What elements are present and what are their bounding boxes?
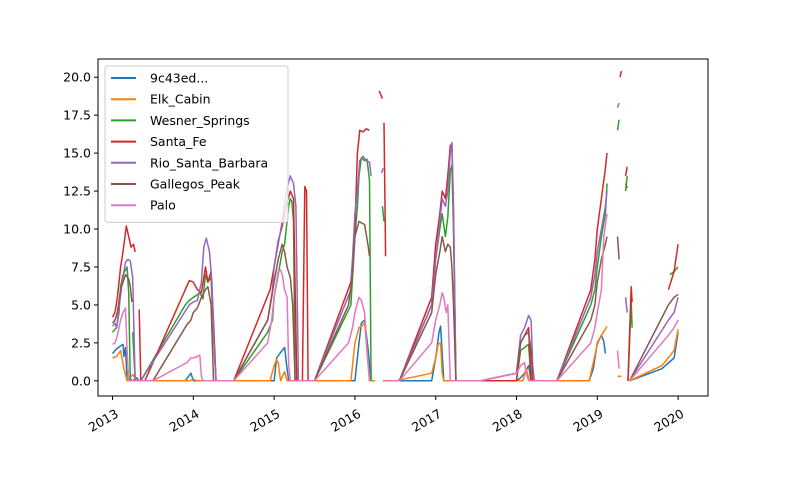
legend-item: Rio_Santa_Barbara	[111, 155, 268, 170]
plot-frame	[97, 58, 709, 397]
x-tick: 2014	[167, 396, 202, 435]
series-line-3-segment-6	[624, 166, 628, 177]
legend-item: Palo	[111, 198, 176, 213]
legend: 9c43ed... Elk_Cabin Wesner_Springs Santa_Fe…	[104, 65, 289, 223]
series-line-3-segment-3	[383, 122, 387, 257]
x-tick: 2016	[328, 396, 363, 435]
y-tick-label: 17.5	[63, 108, 91, 123]
legend-label: Palo	[150, 198, 176, 213]
y-tick-label: 5.0	[71, 297, 91, 312]
series-line-3-segment-0	[111, 225, 136, 318]
x-tick: 2019	[571, 396, 606, 435]
legend-item: 9c43ed...	[111, 71, 208, 86]
series-line-5-segment-5	[628, 293, 679, 382]
series-line-6-segment-2	[616, 350, 620, 369]
series-line-3-segment-8	[667, 244, 679, 290]
y-tick: 5.0	[71, 297, 98, 312]
y-tick-label: 2.5	[71, 335, 91, 350]
series-line-6-segment-0	[112, 269, 371, 382]
y-tick: 20.0	[63, 70, 98, 85]
series-line-2-segment-3	[385, 164, 608, 382]
series-line-4-segment-3	[616, 102, 620, 108]
y-tick: 2.5	[71, 335, 98, 350]
series-line-4-segment-2	[385, 141, 608, 382]
y-tick-label: 0.0	[71, 373, 91, 388]
series-line-3-segment-7	[627, 285, 633, 381]
legend-label: Elk_Cabin	[150, 92, 211, 107]
y-tick-label: 7.5	[71, 259, 91, 274]
x-tick-label: 2013	[86, 406, 121, 435]
series-line-4-segment-1	[380, 168, 384, 174]
legend-label: Gallegos_Peak	[150, 177, 241, 192]
x-tick: 2020	[651, 396, 686, 435]
series-line-3-segment-4	[388, 143, 608, 382]
x-tick-label: 2017	[409, 406, 444, 435]
series-line-0-segment-2	[629, 332, 679, 382]
legend-box	[104, 65, 289, 223]
x-tick-label: 2018	[490, 406, 525, 435]
x-tick-label: 2020	[651, 406, 686, 435]
series-line-3-segment-5	[619, 70, 623, 78]
y-tick-label: 15.0	[63, 146, 91, 161]
y-tick: 12.5	[63, 184, 98, 199]
series-line-2-segment-4	[616, 119, 620, 131]
series-line-3-segment-2	[378, 90, 384, 99]
x-axis: 2013 2014 2015 2016 2017 2018 2019 2020	[86, 396, 686, 435]
x-tick-label: 2014	[167, 406, 202, 435]
series-line-4-segment-4	[624, 297, 628, 313]
series-line-5-segment-3	[616, 236, 620, 260]
x-tick-label: 2015	[247, 406, 282, 435]
legend-label: Santa_Fe	[150, 134, 207, 149]
legend-item: Gallegos_Peak	[111, 177, 241, 192]
series-line-5-segment-0	[111, 273, 133, 324]
y-tick: 15.0	[63, 146, 98, 161]
legend-label: Rio_Santa_Barbara	[150, 155, 268, 170]
x-tick: 2015	[247, 396, 282, 435]
x-tick: 2013	[86, 396, 121, 435]
y-tick-label: 12.5	[63, 184, 91, 199]
series-line-1-segment-1	[383, 325, 608, 382]
x-tick-label: 2019	[571, 406, 606, 435]
legend-item: Santa_Fe	[111, 134, 207, 149]
series-line-2-segment-2	[381, 206, 385, 222]
series-lines	[111, 70, 679, 382]
legend-label: 9c43ed...	[150, 71, 208, 86]
y-tick-label: 20.0	[63, 70, 91, 85]
legend-item: Wesner_Springs	[111, 113, 250, 128]
series-line-4-segment-5	[628, 297, 679, 382]
y-tick: 7.5	[71, 259, 98, 274]
series-line-6-segment-3	[629, 319, 679, 382]
y-tick: 10.0	[63, 222, 98, 237]
x-tick-label: 2016	[328, 406, 363, 435]
y-tick: 17.5	[63, 108, 98, 123]
series-line-5-segment-1	[136, 220, 371, 382]
x-tick: 2018	[490, 396, 525, 435]
y-tick: 0.0	[71, 373, 98, 388]
y-axis: 0.0 2.5 5.0 7.5 10.0 12.5 15.0 17.5 20.0	[63, 70, 98, 388]
y-tick-label: 10.0	[63, 222, 91, 237]
series-line-6-segment-1	[385, 213, 608, 382]
series-line-5-segment-4	[624, 183, 628, 189]
series-line-2-segment-5	[624, 175, 628, 192]
series-line-1-segment-3	[629, 329, 679, 382]
x-tick: 2017	[409, 396, 444, 435]
legend-label: Wesner_Springs	[150, 113, 250, 128]
legend-item: Elk_Cabin	[111, 92, 211, 107]
